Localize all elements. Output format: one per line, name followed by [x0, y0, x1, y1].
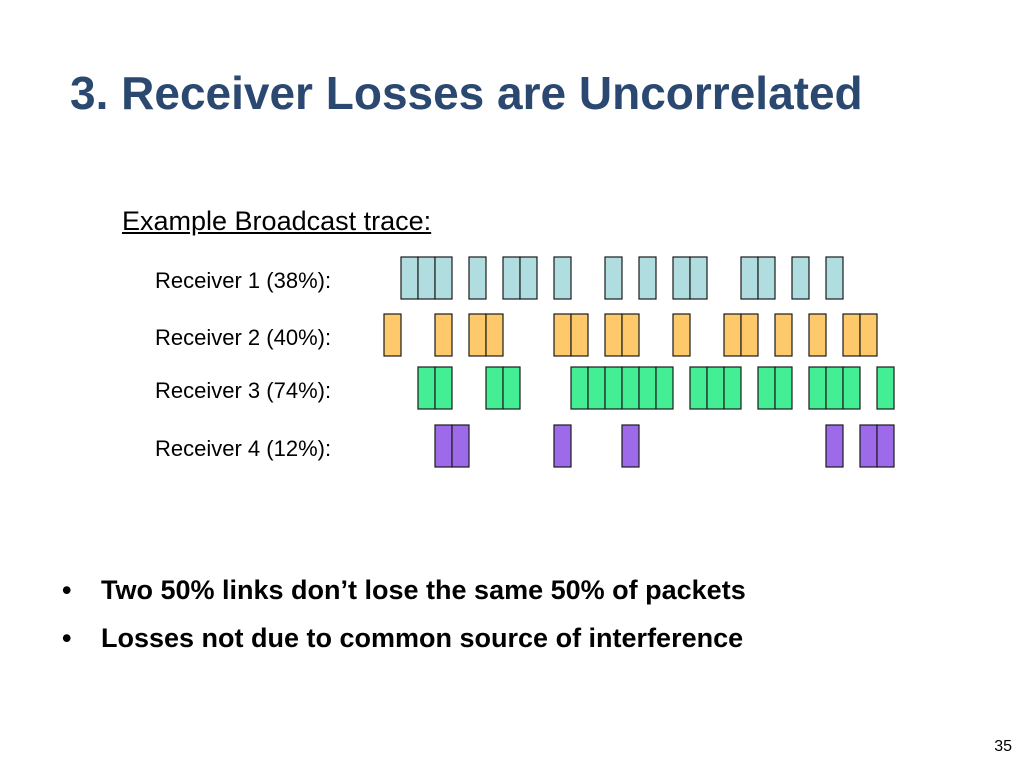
receiver-1-packet [417, 256, 436, 300]
receiver-3-packet [638, 366, 657, 410]
receiver-1-packet [740, 256, 759, 300]
receiver-2-packet [621, 313, 640, 357]
receiver-3-packet [689, 366, 708, 410]
receiver-3-packet [621, 366, 640, 410]
receiver-4-packet [451, 424, 470, 468]
bullet-text: Two 50% links don’t lose the same 50% of… [101, 575, 746, 605]
receiver-2-packet [808, 313, 827, 357]
receiver-1-packet [519, 256, 538, 300]
receiver-2-packet [604, 313, 623, 357]
receiver-3-packet [570, 366, 589, 410]
bullet-marker: • [62, 575, 72, 605]
receiver-1-packet [468, 256, 487, 300]
receiver-3-packet [655, 366, 674, 410]
receiver-2-label: Receiver 2 (40%): [155, 325, 332, 350]
receiver-2-packet [553, 313, 572, 357]
receiver-1-packet [502, 256, 521, 300]
receiver-1-packet [553, 256, 572, 300]
receiver-1-packet [604, 256, 623, 300]
receiver-3-packet [774, 366, 793, 410]
receiver-2-packet [740, 313, 759, 357]
receiver-3-label: Receiver 3 (74%): [155, 378, 332, 403]
receiver-2-packet [570, 313, 589, 357]
receiver-3-packet [757, 366, 776, 410]
slide-title: 3. Receiver Losses are Uncorrelated [70, 67, 863, 119]
trace-heading: Example Broadcast trace: [122, 206, 432, 236]
receiver-3-packet [485, 366, 504, 410]
receiver-4-packet [621, 424, 640, 468]
receiver-3-packet [876, 366, 895, 410]
receiver-2-packet [842, 313, 861, 357]
receiver-3-packet [604, 366, 623, 410]
bullet-item: • Two 50% links don’t lose the same 50% … [0, 572, 746, 609]
receiver-2-packet [468, 313, 487, 357]
receiver-4-packet [859, 424, 878, 468]
receiver-1-packet [672, 256, 691, 300]
receiver-1-packet [825, 256, 844, 300]
receiver-3-packet [587, 366, 606, 410]
receiver-1-packet [791, 256, 810, 300]
receiver-3-packet [706, 366, 725, 410]
receiver-3-packet [417, 366, 436, 410]
receiver-3-packet [808, 366, 827, 410]
receiver-4-label: Receiver 4 (12%): [155, 436, 332, 461]
receiver-4-packet [825, 424, 844, 468]
bullet-marker: • [62, 623, 72, 653]
receiver-3-packet [502, 366, 521, 410]
receiver-2-packet [723, 313, 742, 357]
receiver-2-packet [434, 313, 453, 357]
receiver-2-packet [774, 313, 793, 357]
receiver-3-packet [842, 366, 861, 410]
receiver-4-packet [876, 424, 895, 468]
receiver-1-label: Receiver 1 (38%): [155, 268, 332, 293]
receiver-3-packet [434, 366, 453, 410]
receiver-2-packet [485, 313, 504, 357]
receiver-4-packet [553, 424, 572, 468]
receiver-2-packet [383, 313, 402, 357]
receiver-2-packet [859, 313, 878, 357]
bullet-list: • Two 50% links don’t lose the same 50% … [0, 572, 746, 668]
receiver-1-packet [400, 256, 419, 300]
receiver-4-packet [434, 424, 453, 468]
receiver-3-packet [723, 366, 742, 410]
receiver-1-packet [638, 256, 657, 300]
bullet-item: • Losses not due to common source of int… [0, 620, 746, 657]
receiver-3-packet [825, 366, 844, 410]
receiver-2-packet [672, 313, 691, 357]
receiver-1-packet [689, 256, 708, 300]
bullet-text: Losses not due to common source of inter… [101, 623, 744, 653]
slide-number: 35 [994, 738, 1012, 755]
receiver-1-packet [757, 256, 776, 300]
receiver-1-packet [434, 256, 453, 300]
